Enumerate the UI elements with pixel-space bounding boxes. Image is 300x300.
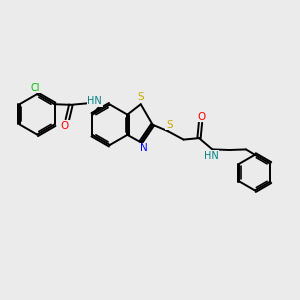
Text: HN: HN xyxy=(204,151,219,161)
Text: S: S xyxy=(137,92,144,102)
Text: N: N xyxy=(140,143,148,153)
Text: O: O xyxy=(198,112,206,122)
Text: S: S xyxy=(166,120,172,130)
Text: Cl: Cl xyxy=(31,82,40,93)
Text: HN: HN xyxy=(87,96,102,106)
Text: O: O xyxy=(61,121,69,130)
